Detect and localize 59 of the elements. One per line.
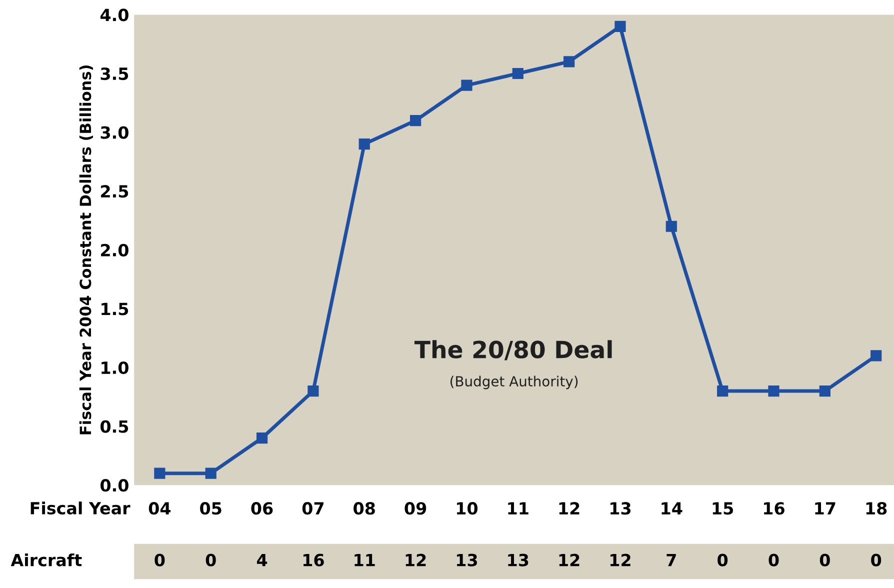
point [358,138,370,150]
data-label: 12 [406,554,426,566]
point [512,68,524,80]
y-tick-label: 1.5 [102,302,128,316]
text: The 20/80 Deal [414,340,612,360]
point [819,385,830,397]
data-label: 16 [303,554,324,566]
point [666,220,677,232]
data-label: 0 [768,554,779,566]
data-label: 12 [610,554,630,566]
point [564,56,575,68]
data-label: 13 [457,554,477,566]
x-tick-label: 04 [148,502,171,515]
data-label: 7 [666,554,676,566]
x-tick-label: 05 [200,502,222,515]
x-tick-label: 18 [866,502,887,515]
x-tick-label: 07 [302,502,324,515]
data-label: 11 [354,554,375,566]
data-label: 13 [508,554,528,566]
data-label: 4 [256,554,268,566]
x-tick-label: 15 [712,502,734,515]
text: (Budget Authority) [450,376,578,390]
y-tick-label: 3.5 [100,67,128,80]
x-tick-label: 13 [610,502,630,515]
point [256,432,268,444]
x-tick-label: 16 [764,502,784,515]
point [205,468,216,479]
data-label: 0 [820,554,830,566]
data-label: 0 [206,554,216,566]
y-tick-label: 0.0 [100,479,128,492]
y-tick-label: 3.0 [100,126,128,139]
y-tick-label: 0.5 [100,420,128,433]
x-tick-label: 14 [662,502,682,514]
y-tick-label: 4.0 [100,8,128,22]
data-label: 12 [559,554,580,566]
point [308,385,319,397]
data-label: 0 [718,554,728,566]
x-axis-title: Fiscal Year [30,502,130,514]
data-label: 0 [871,554,882,566]
point [717,385,728,397]
x-tick-label: 11 [508,502,528,514]
point [870,350,882,362]
y-tick-label: 1.0 [102,361,128,374]
x-tick-label: 12 [559,502,580,514]
x-tick-label: 17 [815,502,836,514]
y-tick-label: 2.5 [101,185,128,198]
point [154,468,166,479]
point [461,80,472,91]
x-tick-label: 06 [251,502,273,515]
text: Aircraft [10,553,82,566]
y-axis-title: Fiscal Year 2004 Constant Dollars (Billions) [79,65,93,434]
point [410,114,422,126]
data-label: 0 [154,554,165,566]
x-tick-label: 08 [354,502,375,515]
x-tick-label: 10 [457,502,478,515]
x-tick-label: 09 [404,502,426,515]
point [768,385,780,397]
y-tick-label: 2.0 [101,244,128,256]
point [614,20,626,32]
